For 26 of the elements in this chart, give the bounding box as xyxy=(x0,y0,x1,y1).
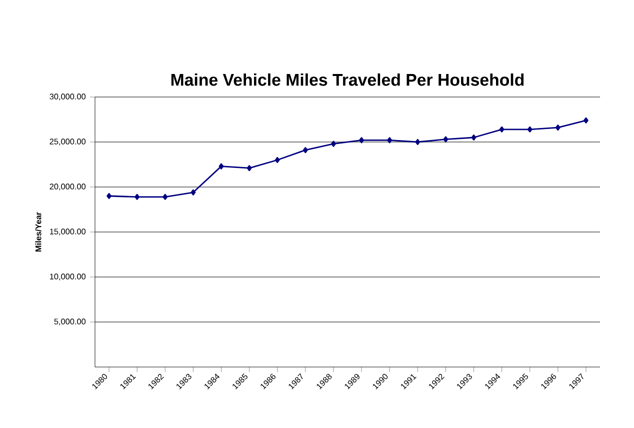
point xyxy=(499,126,504,132)
y-tick-label: 10,000.00 xyxy=(50,274,86,280)
point xyxy=(443,136,448,142)
point xyxy=(387,137,392,144)
point xyxy=(471,134,476,141)
y-tick-label: 15,000.00 xyxy=(50,228,86,236)
point xyxy=(359,137,364,144)
y-tick-label: 5,000.00 xyxy=(54,318,86,326)
point xyxy=(584,117,588,124)
y-tick-label: 30,000.00 xyxy=(50,94,86,100)
y-axis-title: Miles/Year xyxy=(35,212,42,252)
point xyxy=(527,126,532,132)
y-tick-label: 25,000.00 xyxy=(50,138,86,146)
point xyxy=(190,189,196,196)
y-tick-label: 20,000.00 xyxy=(50,184,86,190)
point xyxy=(555,124,560,131)
point xyxy=(162,194,168,200)
point xyxy=(106,192,112,200)
point xyxy=(274,156,280,164)
point xyxy=(218,163,224,170)
point xyxy=(331,140,336,147)
point xyxy=(134,194,140,200)
point xyxy=(302,147,308,154)
point xyxy=(246,165,252,172)
chart-title: Maine Vehicle Miles Traveled Per Household xyxy=(171,73,524,86)
point xyxy=(415,138,420,146)
